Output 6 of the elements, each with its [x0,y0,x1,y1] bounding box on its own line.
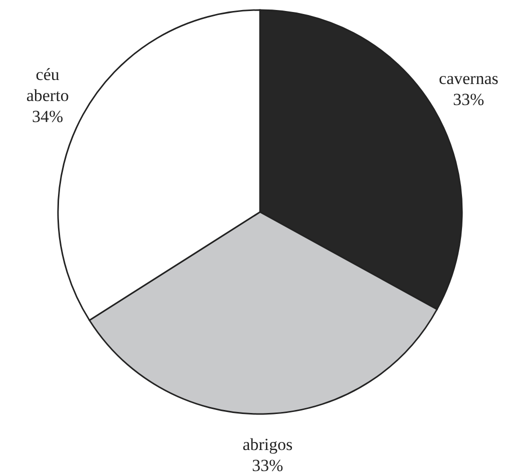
data-label: 34% [32,107,64,126]
data-label: 33% [453,90,484,110]
data-label: 33% [252,456,284,475]
slice-label: cavernas [438,69,498,88]
slice-label: céu aberto [26,65,69,106]
slice-label: abrigos [242,434,293,454]
